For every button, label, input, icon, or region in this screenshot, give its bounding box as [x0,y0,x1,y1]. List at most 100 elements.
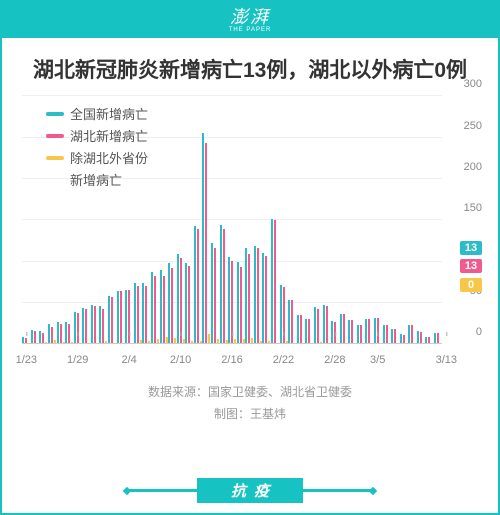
bar-group [245,96,254,343]
credit-author: 制图：王基炜 [2,404,498,426]
bar [317,309,319,344]
bar [254,246,256,344]
bar-group [185,96,194,343]
bar-group [168,96,177,343]
bar [348,320,350,343]
bar [160,270,162,344]
bottom-banner: 抗疫 [127,478,373,503]
bar [145,286,147,344]
bar-group [159,96,168,343]
bar [94,306,96,343]
bar [57,322,59,343]
bar [288,300,290,343]
bar-group [382,96,391,343]
bar [168,263,170,343]
bar [291,300,293,343]
x-tick-label: 3/5 [370,354,385,366]
bar [408,325,410,343]
bar [82,308,84,344]
bar [403,335,405,343]
bar [223,229,225,344]
bar [214,248,216,344]
chart-area: 全国新增病亡湖北新增病亡除湖北外省份新增病亡 05010015020025030… [18,96,482,366]
bar-group [219,96,228,343]
bar [151,272,153,343]
brand-header: 澎湃 THE PAPER [2,2,498,38]
bar [420,332,422,344]
bar-group [236,96,245,343]
bar [108,296,110,343]
bar [185,263,187,343]
bar [383,325,385,343]
bar [77,313,79,344]
bar [120,291,122,344]
bar [142,283,144,343]
bar [228,257,230,344]
bar [257,248,259,343]
legend-swatch [46,156,64,160]
banner-wing-right [303,489,373,492]
x-tick-label: 2/22 [273,354,294,366]
bar [237,262,239,343]
bar [308,319,310,343]
bar-group [434,96,443,343]
bar [48,324,50,344]
bar [154,276,156,343]
bar [171,268,173,343]
bar [377,318,379,344]
bar [134,283,136,343]
bar [351,320,353,343]
x-tick-mark [232,332,233,336]
legend-item: 湖北新增病亡 [46,126,148,145]
bar-group [262,96,271,343]
bar [68,324,70,344]
credit-source-value: 国家卫健委、湖北省卫健委 [208,385,352,399]
infographic-card: 澎湃 THE PAPER 湖北新冠肺炎新增病亡13例，湖北以外病亡0例 全国新增… [0,0,500,515]
bar-group [297,96,306,343]
bar [417,331,419,343]
bar [240,267,242,344]
bar [220,225,222,343]
bar [99,306,101,343]
legend-item-cont: 新增病亡 [46,170,148,189]
bar-group [391,96,400,343]
x-tick-mark [378,332,379,336]
legend-label: 全国新增病亡 [70,104,148,123]
bar [51,327,53,344]
bar-group [202,96,211,343]
bar [197,229,199,344]
credit-source: 数据来源：国家卫健委、湖北省卫健委 [2,382,498,404]
banner-wing-left [127,489,197,492]
bar [74,312,76,343]
bar [280,285,282,344]
brand-name-cn: 澎湃 [229,8,272,26]
bar-group [374,96,383,343]
bar [326,306,328,343]
bar [434,333,436,344]
bar [428,337,430,344]
x-tick-label: 2/10 [170,354,191,366]
bar-group [31,96,40,343]
callout-badge: 13 [460,259,482,273]
bar [340,314,342,344]
value-callouts: 13130 [444,96,482,344]
legend-item: 除湖北外省份 [46,148,148,167]
bar [137,286,139,343]
bar [248,254,250,343]
bar-group [339,96,348,343]
bar-group [176,96,185,343]
bar [65,322,67,343]
bar-group [288,96,297,343]
bar [343,314,345,344]
bar [25,338,27,344]
legend-label: 新增病亡 [70,170,122,189]
bar [91,305,93,343]
bar-group [271,96,280,343]
bar-group [408,96,417,343]
bar [111,297,113,343]
bar-group [211,96,220,343]
legend: 全国新增病亡湖北新增病亡除湖北外省份新增病亡 [46,104,148,192]
bar-group [151,96,160,343]
bar-group [194,96,203,343]
legend-swatch [46,134,64,138]
